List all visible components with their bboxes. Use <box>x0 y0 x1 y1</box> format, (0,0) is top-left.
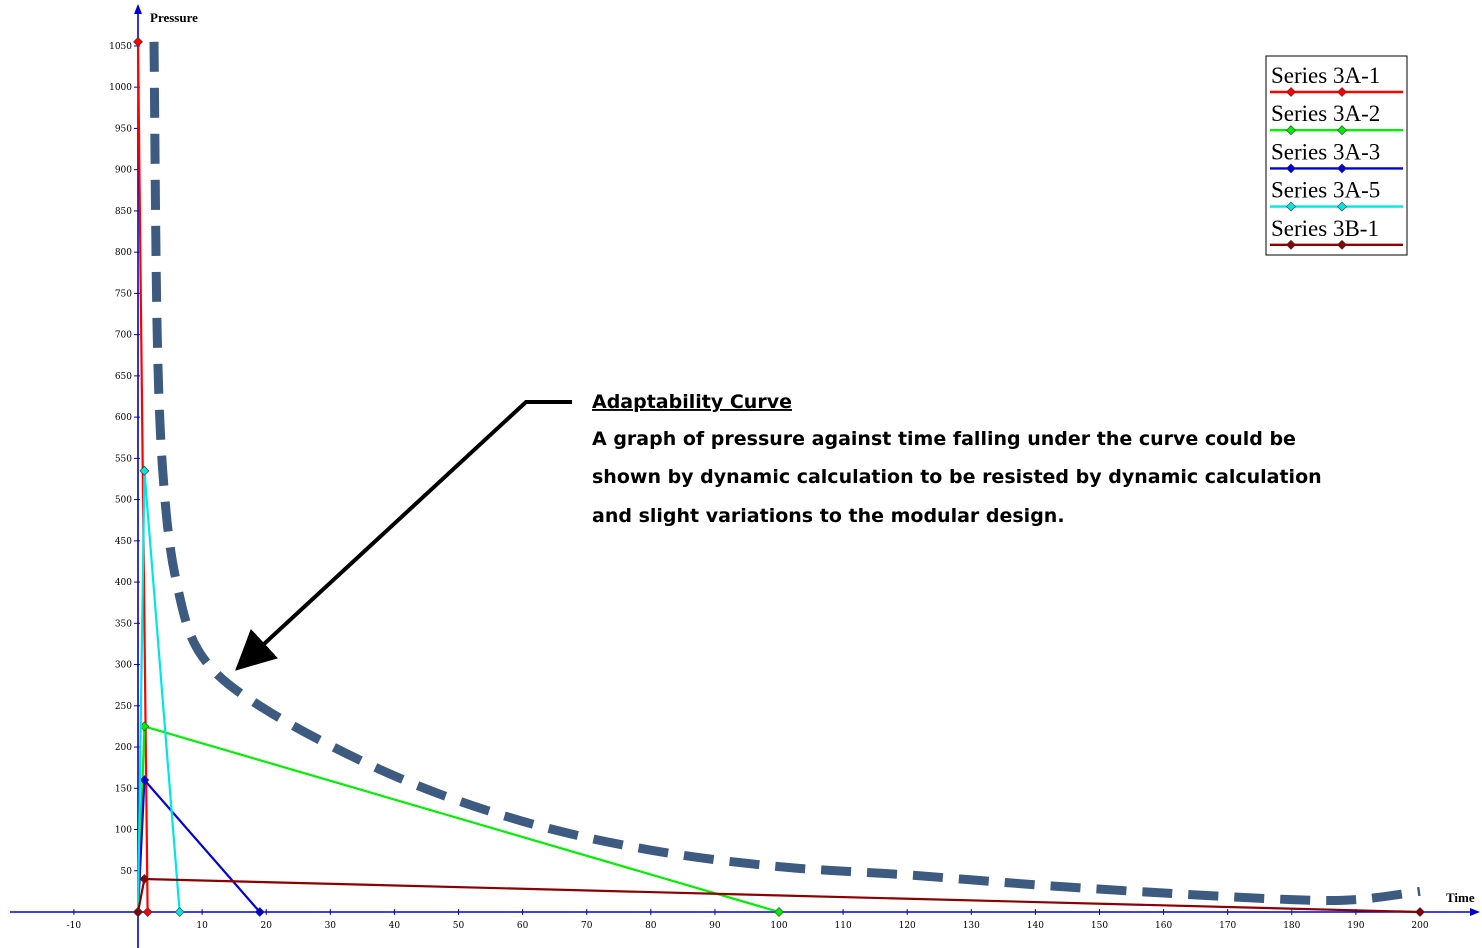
data-point <box>174 907 185 917</box>
legend-marker <box>1286 201 1296 212</box>
legend-marker <box>1337 239 1347 250</box>
y-tick-label: 500 <box>115 496 132 506</box>
y-tick-label: 350 <box>115 619 132 629</box>
annotation: Adaptability Curve A graph of pressure a… <box>235 391 1322 671</box>
y-tick-label: 250 <box>115 702 132 712</box>
adaptability-curve-layer <box>149 41 1421 906</box>
data-point <box>254 907 265 917</box>
y-tick-label: 1000 <box>109 83 132 93</box>
data-point <box>774 907 784 917</box>
x-tick-label: 130 <box>963 921 980 931</box>
x-tick-label: 20 <box>260 921 272 931</box>
data-point <box>142 907 153 917</box>
y-tick-label: 550 <box>115 454 132 464</box>
x-tick-label: 70 <box>581 921 593 931</box>
x-tick-label: 80 <box>645 921 657 931</box>
annotation-line-3: and slight variations to the modular des… <box>592 505 1065 527</box>
axes: -10 10 20 30 40 50 60 70 80 90 100 110 120 130 140 150 1… <box>10 4 1480 948</box>
adaptability-curve <box>149 41 1421 906</box>
x-tick-label: 120 <box>899 921 916 931</box>
x-tick-label: 30 <box>325 921 337 931</box>
data-point <box>139 775 150 785</box>
legend: Series 3A-1 Series 3A-2 Series 3A-3 Series … <box>1265 55 1408 256</box>
x-tick-label: 150 <box>1091 921 1108 931</box>
legend-marker <box>1337 87 1347 97</box>
legend-marker <box>1337 125 1347 136</box>
series-series-3a-1 <box>133 36 153 917</box>
data-point <box>139 465 150 476</box>
series-layer <box>133 36 1425 917</box>
x-tick-label: 110 <box>835 921 852 931</box>
x-axis-title: Time <box>1446 890 1475 905</box>
y-tick-label: 200 <box>115 743 132 753</box>
annotation-line-2: shown by dynamic calculation to be resis… <box>592 466 1322 488</box>
series-series-3b-1 <box>133 874 1425 917</box>
data-point <box>133 907 143 917</box>
y-tick-label: 300 <box>115 661 132 671</box>
legend-label: Series 3B-1 <box>1271 216 1379 241</box>
legend-marker <box>1286 125 1296 136</box>
x-tick-label: 50 <box>453 921 465 931</box>
annotation-arrow <box>235 400 572 671</box>
y-tick-label: 150 <box>115 784 132 794</box>
legend-marker <box>1337 163 1347 174</box>
legend-marker <box>1286 163 1296 174</box>
y-tick-label: 450 <box>115 537 132 547</box>
legend-marker <box>1286 239 1296 250</box>
x-tick-label: 200 <box>1411 921 1428 931</box>
x-tick-label: 40 <box>389 921 401 931</box>
y-axis-arrow <box>134 4 142 14</box>
data-point <box>139 874 150 884</box>
y-tick-label: 950 <box>115 124 132 134</box>
y-tick-label: 400 <box>115 578 132 588</box>
x-tick-label: 140 <box>1027 921 1044 931</box>
y-tick-label: 650 <box>115 372 132 382</box>
x-tick-label: 160 <box>1155 921 1172 931</box>
y-tick-label: 700 <box>115 331 132 341</box>
legend-label: Series 3A-2 <box>1271 101 1380 126</box>
x-tick-label: 180 <box>1283 921 1300 931</box>
y-tick-label: 1050 <box>109 42 132 52</box>
y-tick-label: 750 <box>115 289 132 299</box>
legend-label: Series 3A-5 <box>1271 178 1380 203</box>
x-tick-label: 190 <box>1347 921 1364 931</box>
series-line <box>136 877 1421 914</box>
legend-marker <box>1337 201 1347 212</box>
y-tick-label: 800 <box>115 248 132 258</box>
x-tick-label: 100 <box>770 921 787 931</box>
y-tick-label: 900 <box>115 166 132 176</box>
data-point <box>1415 907 1425 917</box>
y-axis-title: Pressure <box>150 10 198 25</box>
y-tick-label: 600 <box>115 413 132 423</box>
legend-marker <box>1286 87 1296 97</box>
y-tick-label: 850 <box>115 207 132 217</box>
x-tick-label: 90 <box>709 921 721 931</box>
series-line <box>136 41 149 913</box>
x-tick-label: 60 <box>517 921 529 931</box>
annotation-title: Adaptability Curve <box>592 391 792 413</box>
legend-label: Series 3A-3 <box>1271 139 1380 164</box>
x-axis-arrow <box>1470 908 1480 916</box>
series-line <box>136 777 261 913</box>
x-tick-label: 10 <box>196 921 208 931</box>
data-point <box>133 36 143 47</box>
y-tick-label: 50 <box>121 867 133 877</box>
x-tick-label: 170 <box>1219 921 1236 931</box>
legend-label: Series 3A-1 <box>1271 63 1380 88</box>
annotation-line-1: A graph of pressure against time falling… <box>592 428 1296 450</box>
series-series-3a-3 <box>133 775 265 917</box>
x-tick-label: -10 <box>67 921 82 931</box>
y-tick-label: 100 <box>115 826 132 836</box>
